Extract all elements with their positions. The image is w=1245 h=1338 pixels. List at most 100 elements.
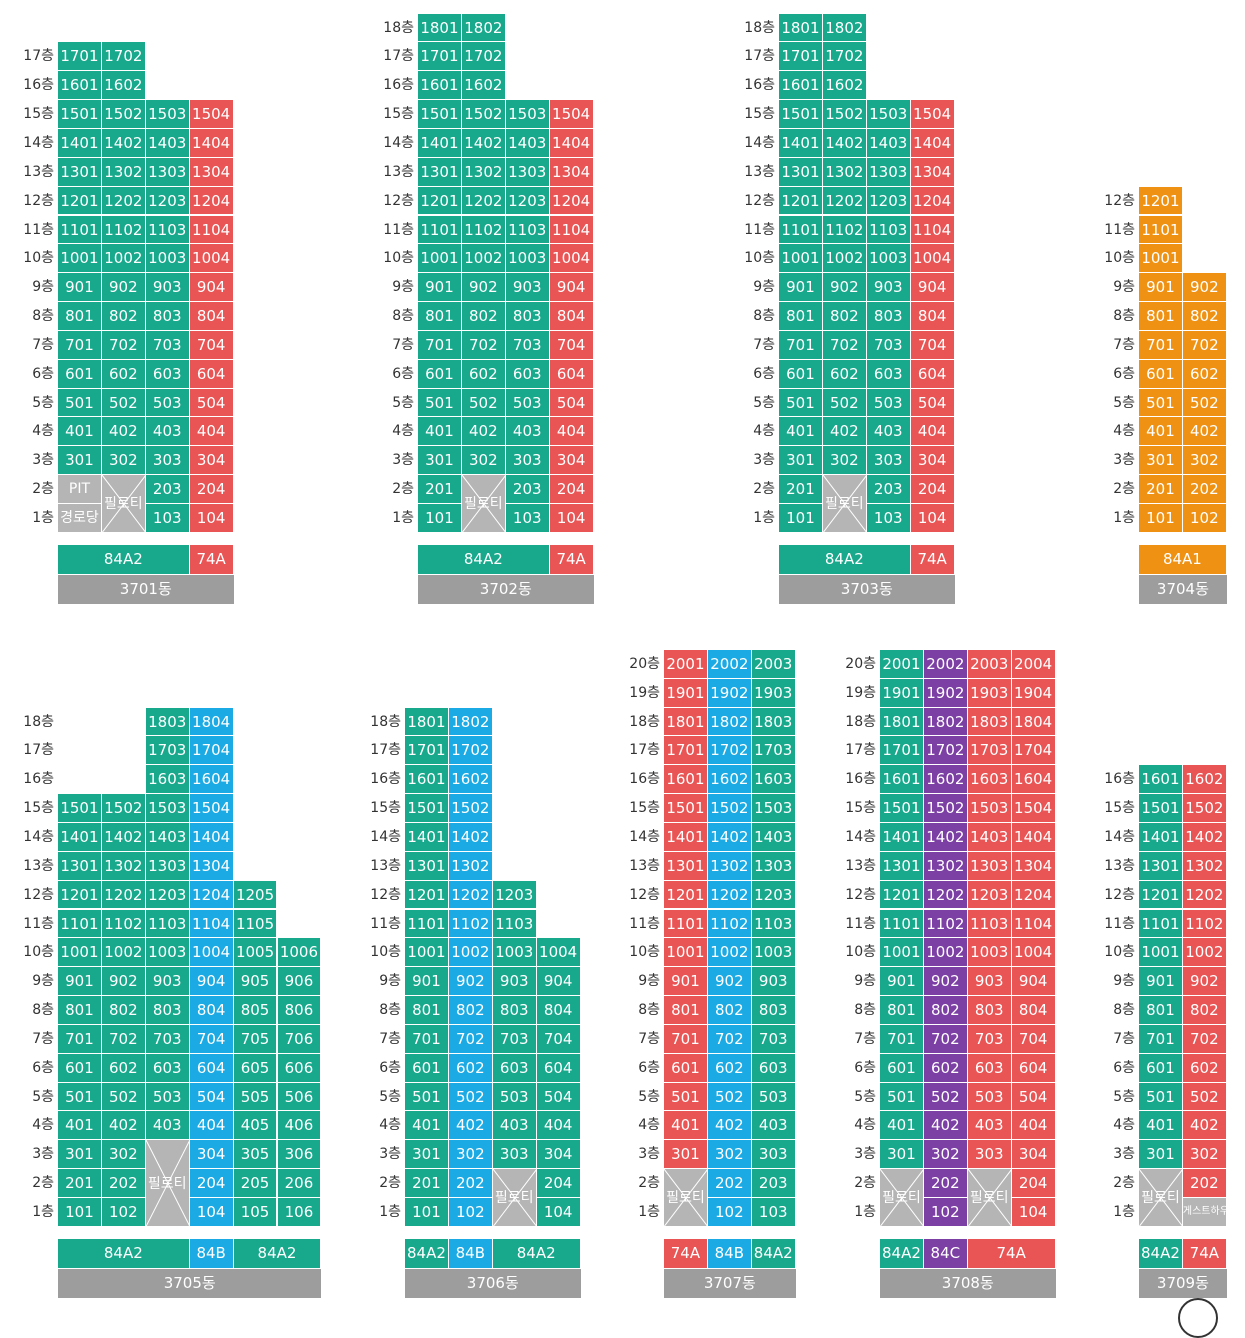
unit-cell[interactable]: 1203 bbox=[145, 880, 190, 910]
unit-cell[interactable]: 704 bbox=[910, 330, 955, 360]
unit-cell[interactable]: 603 bbox=[145, 1053, 190, 1083]
unit-cell[interactable]: 802 bbox=[101, 996, 146, 1025]
unit-cell[interactable]: 1901 bbox=[664, 678, 708, 708]
unit-cell[interactable]: 302 bbox=[101, 446, 146, 476]
unit-cell[interactable]: 1205 bbox=[233, 880, 278, 910]
unit-cell[interactable]: 2001 bbox=[880, 649, 924, 679]
unit-cell[interactable]: 904 bbox=[1011, 967, 1056, 997]
unit-cell[interactable]: 1701 bbox=[405, 736, 449, 766]
unit-cell[interactable]: 701 bbox=[779, 330, 823, 360]
unit-cell[interactable]: 901 bbox=[418, 273, 462, 303]
unit-cell[interactable]: 402 bbox=[461, 417, 506, 447]
unit-cell[interactable]: 603 bbox=[866, 359, 911, 389]
unit-cell[interactable]: 1802 bbox=[923, 707, 968, 737]
unit-cell[interactable]: 801 bbox=[664, 996, 708, 1025]
unit-cell[interactable]: 502 bbox=[707, 1082, 752, 1112]
unit-cell[interactable]: 501 bbox=[779, 388, 823, 418]
unit-cell[interactable]: 1202 bbox=[1182, 880, 1227, 910]
unit-cell[interactable]: 402 bbox=[1182, 417, 1227, 447]
unit-cell[interactable]: 1602 bbox=[448, 765, 493, 795]
unit-cell[interactable]: 304 bbox=[1011, 1140, 1056, 1170]
unit-cell[interactable]: 1703 bbox=[967, 736, 1012, 766]
unit-cell[interactable]: 904 bbox=[189, 273, 234, 303]
unit-cell[interactable]: 602 bbox=[448, 1053, 493, 1083]
unit-cell[interactable]: 1404 bbox=[549, 128, 594, 158]
unit-cell[interactable]: 201 bbox=[58, 1169, 102, 1198]
unit-cell[interactable]: 1802 bbox=[461, 13, 506, 43]
unit-cell[interactable]: 502 bbox=[1182, 388, 1227, 418]
unit-cell[interactable]: 202 bbox=[1182, 475, 1227, 504]
unit-cell[interactable]: 901 bbox=[1139, 273, 1183, 303]
unit-cell[interactable]: 1304 bbox=[549, 157, 594, 187]
unit-cell[interactable]: 1401 bbox=[880, 822, 924, 852]
unit-cell[interactable]: 503 bbox=[145, 1082, 190, 1112]
unit-cell[interactable]: 1103 bbox=[866, 215, 911, 245]
unit-cell[interactable]: 1403 bbox=[505, 128, 550, 158]
unit-cell[interactable]: 1302 bbox=[822, 157, 867, 187]
unit-cell[interactable]: 802 bbox=[461, 302, 506, 331]
unit-cell[interactable]: 804 bbox=[1011, 996, 1056, 1025]
unit-cell[interactable]: 1102 bbox=[822, 215, 867, 245]
unit-cell[interactable]: 1103 bbox=[145, 909, 190, 939]
unit-cell[interactable]: 401 bbox=[58, 417, 102, 447]
unit-cell[interactable]: 901 bbox=[880, 967, 924, 997]
unit-cell[interactable]: 1502 bbox=[707, 794, 752, 823]
unit-cell[interactable]: 802 bbox=[448, 996, 493, 1025]
unit-cell[interactable]: 1001 bbox=[880, 938, 924, 968]
unit-cell[interactable]: 302 bbox=[923, 1140, 968, 1170]
unit-cell[interactable]: 903 bbox=[751, 967, 796, 997]
unit-cell[interactable]: 702 bbox=[1182, 1024, 1227, 1054]
unit-cell[interactable]: 1304 bbox=[189, 851, 234, 881]
unit-cell[interactable]: 1502 bbox=[101, 100, 146, 129]
unit-cell[interactable]: 1303 bbox=[145, 157, 190, 187]
unit-cell[interactable]: 204 bbox=[189, 1169, 234, 1198]
unit-cell[interactable]: 1701 bbox=[779, 42, 823, 72]
unit-cell[interactable]: 301 bbox=[418, 446, 462, 476]
unit-cell[interactable]: 1301 bbox=[405, 851, 449, 881]
unit-cell[interactable]: 1402 bbox=[923, 822, 968, 852]
unit-cell[interactable]: 1702 bbox=[448, 736, 493, 766]
unit-cell[interactable]: 103 bbox=[866, 504, 911, 533]
unit-cell[interactable]: 301 bbox=[58, 1140, 102, 1170]
unit-cell[interactable]: 901 bbox=[405, 967, 449, 997]
unit-cell[interactable]: 603 bbox=[967, 1053, 1012, 1083]
unit-cell[interactable]: 2002 bbox=[707, 649, 752, 679]
unit-cell[interactable]: 1502 bbox=[822, 100, 867, 129]
unit-cell[interactable]: 802 bbox=[923, 996, 968, 1025]
unit-cell[interactable]: 802 bbox=[707, 996, 752, 1025]
unit-cell[interactable]: 301 bbox=[1139, 1140, 1183, 1170]
unit-cell[interactable]: 902 bbox=[923, 967, 968, 997]
unit-cell[interactable]: 1401 bbox=[405, 822, 449, 852]
unit-cell[interactable]: 1201 bbox=[405, 880, 449, 910]
unit-cell[interactable]: 1802 bbox=[822, 13, 867, 43]
unit-cell[interactable]: 1301 bbox=[779, 157, 823, 187]
unit-cell[interactable]: 1404 bbox=[1011, 822, 1056, 852]
unit-cell[interactable]: 1303 bbox=[145, 851, 190, 881]
unit-cell[interactable]: 1103 bbox=[967, 909, 1012, 939]
unit-cell[interactable]: 602 bbox=[707, 1053, 752, 1083]
unit-cell[interactable]: 801 bbox=[418, 302, 462, 331]
unit-cell[interactable]: 103 bbox=[751, 1198, 796, 1227]
unit-cell[interactable]: 801 bbox=[58, 302, 102, 331]
unit-cell[interactable]: 301 bbox=[779, 446, 823, 476]
unit-cell[interactable]: 101 bbox=[1139, 504, 1183, 533]
unit-cell[interactable]: 903 bbox=[492, 967, 537, 997]
unit-cell[interactable]: 1402 bbox=[101, 128, 146, 158]
unit-cell[interactable]: 205 bbox=[233, 1169, 278, 1198]
unit-cell[interactable]: 901 bbox=[58, 273, 102, 303]
unit-cell[interactable]: 1201 bbox=[779, 186, 823, 216]
unit-cell[interactable]: 2003 bbox=[967, 649, 1012, 679]
unit-cell[interactable]: 1202 bbox=[923, 880, 968, 910]
unit-cell[interactable]: 703 bbox=[492, 1024, 537, 1054]
unit-cell[interactable]: 1203 bbox=[145, 186, 190, 216]
unit-cell[interactable]: 1303 bbox=[505, 157, 550, 187]
unit-cell[interactable]: 204 bbox=[536, 1169, 581, 1198]
unit-cell[interactable]: 204 bbox=[1011, 1169, 1056, 1198]
unit-cell[interactable]: 1101 bbox=[418, 215, 462, 245]
unit-cell[interactable]: 1101 bbox=[405, 909, 449, 939]
unit-cell[interactable]: 905 bbox=[233, 967, 278, 997]
unit-cell[interactable]: 902 bbox=[822, 273, 867, 303]
unit-cell[interactable]: 702 bbox=[461, 330, 506, 360]
unit-cell[interactable]: 1402 bbox=[448, 822, 493, 852]
unit-cell[interactable]: 401 bbox=[1139, 417, 1183, 447]
